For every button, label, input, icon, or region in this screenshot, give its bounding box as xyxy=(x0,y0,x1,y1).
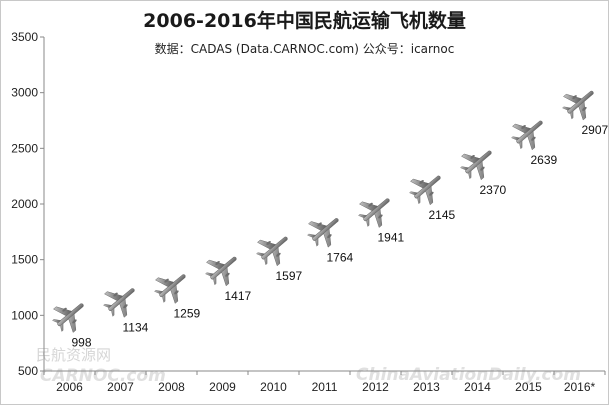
data-label: 1417 xyxy=(225,289,252,303)
airplane-icon xyxy=(505,109,553,156)
airplane-icon xyxy=(46,292,94,339)
y-tick-label: 2500 xyxy=(11,141,38,155)
airplane-icon xyxy=(250,225,298,272)
x-tick-label: 2016* xyxy=(564,380,596,394)
airplane-icon xyxy=(199,245,247,292)
data-label: 1597 xyxy=(276,269,303,283)
data-label: 1764 xyxy=(327,250,354,264)
x-tick-label: 2009 xyxy=(209,380,236,394)
x-axis-ticks: 2006 2007 2008 2009 2010 2011 2012 2013 2014 2015… xyxy=(43,371,606,394)
airplane-icon xyxy=(454,139,502,186)
y-tick-label: 1000 xyxy=(11,308,38,322)
y-tick-label: 1500 xyxy=(11,253,38,267)
x-tick-label: 2013 xyxy=(413,380,440,394)
x-tick-label: 2014 xyxy=(464,380,491,394)
data-label: 2639 xyxy=(531,153,558,167)
airplane-icon xyxy=(403,164,451,211)
x-tick-label: 2010 xyxy=(260,380,287,394)
x-tick-label: 2015 xyxy=(515,380,542,394)
y-tick-label: 500 xyxy=(18,364,38,378)
watermark-cn: 民航资源网 xyxy=(36,346,111,364)
data-series: 998 1134 1259 1417 1597 1764 1941 2145 2370 2639 2… xyxy=(46,79,609,350)
data-label: 2145 xyxy=(429,208,456,222)
watermark-right: ChinaAviationDaily.com xyxy=(356,365,581,385)
chart-title: 2006-2016年中国民航运输飞机数量 xyxy=(143,10,466,32)
airplane-icon xyxy=(556,79,604,126)
data-label: 1941 xyxy=(378,231,405,245)
airplane-icon xyxy=(148,263,196,310)
x-tick-label: 2006 xyxy=(56,380,83,394)
y-axis-ticks: 500 1000 1500 2000 2500 3000 3500 xyxy=(11,30,44,378)
y-tick-label: 2000 xyxy=(11,197,38,211)
airplane-icon xyxy=(352,187,400,234)
data-label: 2907 xyxy=(582,123,609,137)
y-tick-label: 3500 xyxy=(11,30,38,44)
x-tick-label: 2011 xyxy=(312,380,338,394)
x-tick-label: 2007 xyxy=(107,380,134,394)
data-label: 1134 xyxy=(123,320,149,334)
data-label: 1259 xyxy=(174,306,201,320)
data-label: 2370 xyxy=(480,183,507,197)
airplane-icon xyxy=(97,276,145,323)
x-tick-label: 2012 xyxy=(362,380,389,394)
y-tick-label: 3000 xyxy=(11,86,38,100)
data-label: 998 xyxy=(72,336,92,350)
airplane-icon xyxy=(301,206,349,253)
chart-subtitle: 数据：CADAS (Data.CARNOC.com) 公众号：icarnoc xyxy=(154,42,455,56)
x-tick-label: 2008 xyxy=(158,380,185,394)
